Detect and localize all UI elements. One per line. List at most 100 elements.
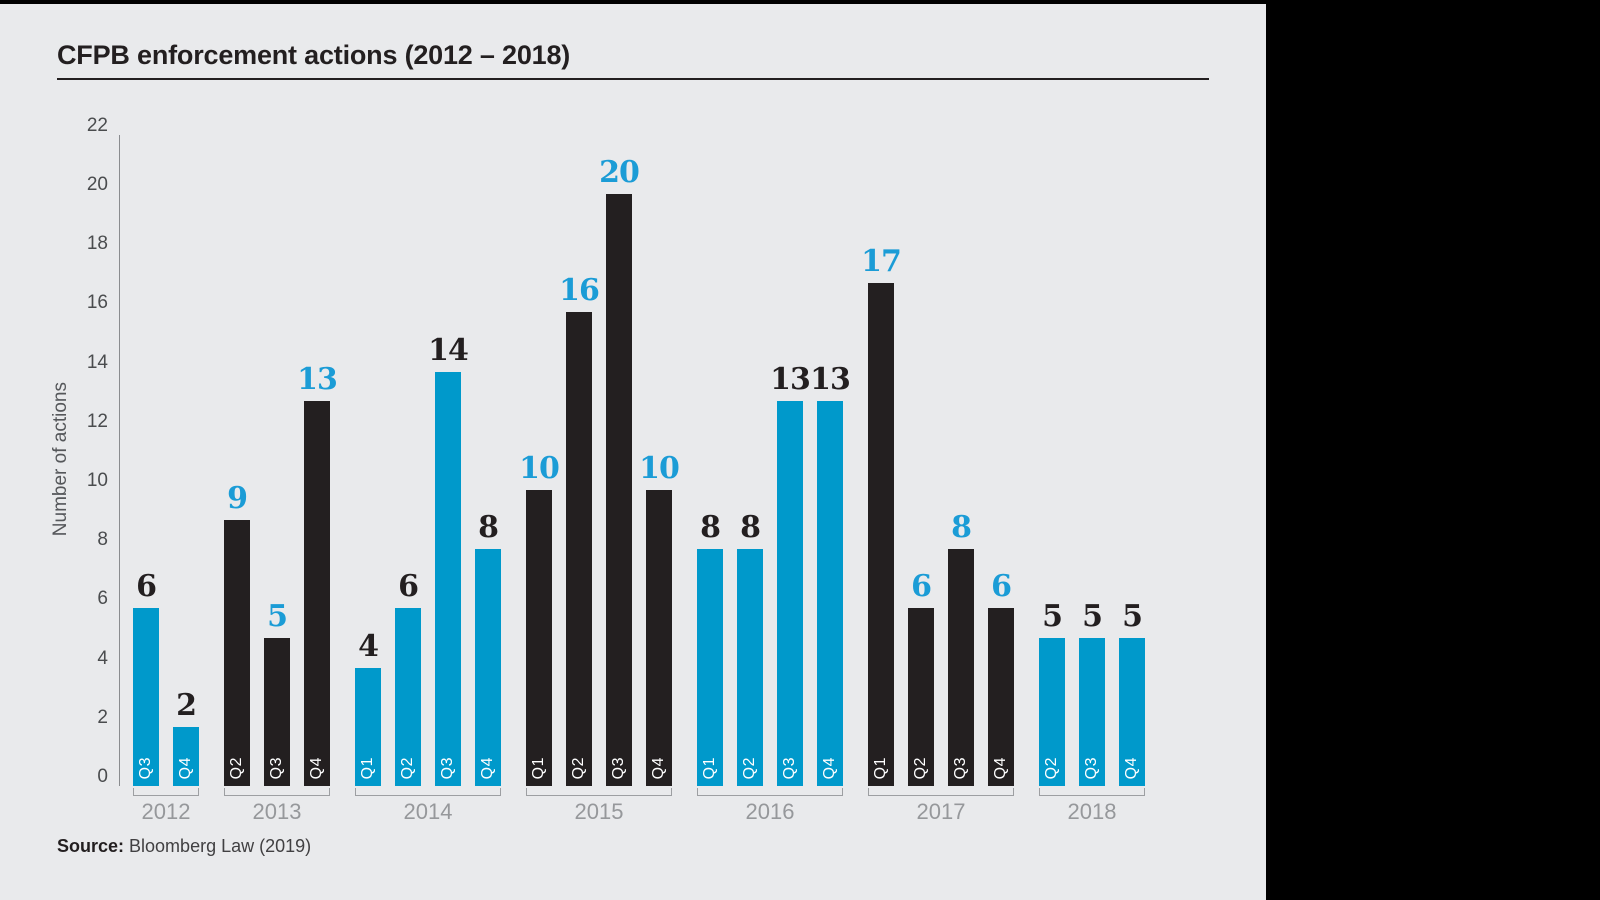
bar-value-label: 8 <box>700 510 721 546</box>
bar-cell-2017-Q4: 6 Q4 <box>988 572 1014 786</box>
year-bracket <box>1039 788 1145 796</box>
bar-group-2018: 5 Q2 5 Q3 5 Q4 2018 <box>1039 599 1145 824</box>
title-underline <box>57 78 1209 80</box>
bar-value-label: 5 <box>1082 599 1103 634</box>
bar-value-label: 8 <box>740 510 761 546</box>
y-tick-label: 22 <box>86 114 108 136</box>
bar-cell-2013-Q4: 13 Q4 <box>297 365 338 786</box>
bar-cell-2012-Q4: 2 Q4 <box>173 687 199 786</box>
year-bracket <box>355 788 501 796</box>
quarter-label: Q4 <box>1123 756 1140 779</box>
y-tick-label: 12 <box>86 410 108 432</box>
bar-cell-2016-Q1: 8 Q1 <box>697 513 723 786</box>
bar-2017-Q3: Q3 <box>948 549 974 786</box>
quarter-label: Q3 <box>137 756 154 779</box>
bar-group-2017: 17 Q1 6 Q2 8 Q3 6 Q4 2017 <box>861 246 1014 824</box>
bar-value-label: 2 <box>176 687 197 723</box>
quarter-label: Q4 <box>992 756 1009 779</box>
source-prefix: Source: <box>57 836 125 856</box>
year-bracket <box>133 788 199 796</box>
bar-2017-Q2: Q2 <box>908 608 934 786</box>
bar-value-label: 5 <box>1042 599 1063 634</box>
y-tick-label: 4 <box>97 647 108 669</box>
bar-2012-Q4: Q4 <box>173 726 199 786</box>
quarter-label: Q1 <box>701 756 718 779</box>
chart-page: CFPB enforcement actions (2012 – 2018) N… <box>0 4 1266 900</box>
bar-2018-Q2: Q2 <box>1039 638 1065 786</box>
bar-cell-2013-Q2: 9 Q2 <box>224 483 250 786</box>
quarter-label: Q3 <box>781 756 798 779</box>
year-label: 2014 <box>403 799 453 824</box>
source-text: Bloomberg Law (2019) <box>124 836 312 856</box>
bar-value-label: 10 <box>639 451 680 486</box>
quarter-label: Q4 <box>479 756 496 779</box>
bar-2016-Q1: Q1 <box>697 549 723 786</box>
quarter-label: Q3 <box>952 756 969 779</box>
quarter-label: Q2 <box>912 756 929 779</box>
bar-value-label: 6 <box>398 569 419 605</box>
bar-value-label: 6 <box>991 569 1012 605</box>
bar-value-label: 8 <box>478 510 499 546</box>
bar-2013-Q4: Q4 <box>304 401 330 786</box>
y-tick-label: 8 <box>97 529 108 551</box>
bar-2015-Q3: Q3 <box>606 194 632 786</box>
bar-cell-2015-Q4: 10 Q4 <box>639 454 680 786</box>
bar-value-label: 4 <box>358 628 379 664</box>
bars-row: 6 Q3 2 Q4 2012 9 Q2 5 Q3 13 Q4 2013 4 Q1 6 Q2 14 Q3 8 Q4 201… <box>133 158 1145 824</box>
bar-value-label: 13 <box>770 362 811 398</box>
bar-cell-2015-Q3: 20 Q3 <box>599 158 640 786</box>
quarter-label: Q4 <box>650 756 667 779</box>
bar-cell-2017-Q2: 6 Q2 <box>908 572 934 786</box>
bar-cell-2014-Q1: 4 Q1 <box>355 628 381 786</box>
bar-2015-Q2: Q2 <box>566 312 592 786</box>
source-note: Source: Bloomberg Law (2019) <box>57 836 311 857</box>
bar-cell-2018-Q2: 5 Q2 <box>1039 602 1065 786</box>
bar-group-2013: 9 Q2 5 Q3 13 Q4 2013 <box>224 365 338 824</box>
bar-cell-2015-Q1: 10 Q1 <box>519 454 560 786</box>
bar-2018-Q4: Q4 <box>1119 638 1145 786</box>
quarter-label: Q1 <box>359 756 376 779</box>
bar-cell-2018-Q4: 5 Q4 <box>1119 602 1145 786</box>
year-bracket <box>697 788 843 796</box>
bar-2015-Q1: Q1 <box>526 490 552 786</box>
quarter-label: Q2 <box>228 756 245 779</box>
bar-2014-Q3: Q3 <box>435 371 461 786</box>
bar-2012-Q3: Q3 <box>133 608 159 786</box>
quarter-label: Q4 <box>821 756 838 779</box>
quarter-label: Q4 <box>177 756 194 779</box>
bar-cell-2017-Q1: 17 Q1 <box>861 246 902 786</box>
y-tick-label: 10 <box>86 470 108 491</box>
bar-value-label: 6 <box>911 569 932 605</box>
bar-cell-2015-Q2: 16 Q2 <box>559 276 600 786</box>
bar-value-label: 10 <box>519 451 560 486</box>
bar-group-2016: 8 Q1 8 Q2 13 Q3 13 Q4 2016 <box>697 365 851 824</box>
year-bracket <box>526 788 672 796</box>
bar-value-label: 17 <box>861 243 902 279</box>
year-label: 2012 <box>141 799 191 824</box>
bar-value-label: 6 <box>136 569 157 605</box>
bar-value-label: 5 <box>267 599 288 634</box>
bar-value-label: 16 <box>559 273 600 309</box>
year-label: 2013 <box>252 799 302 824</box>
bar-cell-2016-Q3: 13 Q3 <box>770 365 811 786</box>
quarter-label: Q1 <box>872 756 889 779</box>
quarter-label: Q3 <box>1083 756 1100 779</box>
bar-2017-Q4: Q4 <box>988 608 1014 786</box>
y-tick-label: 18 <box>86 233 108 255</box>
y-tick-label: 6 <box>97 588 108 610</box>
year-bracket <box>224 788 330 796</box>
bar-value-label: 13 <box>810 362 851 398</box>
bar-cell-2012-Q3: 6 Q3 <box>133 572 159 786</box>
bar-value-label: 13 <box>297 362 338 398</box>
bar-cell-2013-Q3: 5 Q3 <box>264 602 290 786</box>
right-black-panel <box>1266 0 1600 900</box>
quarter-label: Q2 <box>570 756 587 779</box>
bar-2016-Q2: Q2 <box>737 549 763 786</box>
bar-2016-Q4: Q4 <box>817 401 843 786</box>
bar-value-label: 8 <box>951 510 972 546</box>
year-label: 2017 <box>916 799 966 824</box>
year-label: 2018 <box>1067 799 1117 824</box>
year-bracket <box>868 788 1014 796</box>
quarter-label: Q3 <box>439 756 456 779</box>
page-title: CFPB enforcement actions (2012 – 2018) <box>57 40 571 70</box>
